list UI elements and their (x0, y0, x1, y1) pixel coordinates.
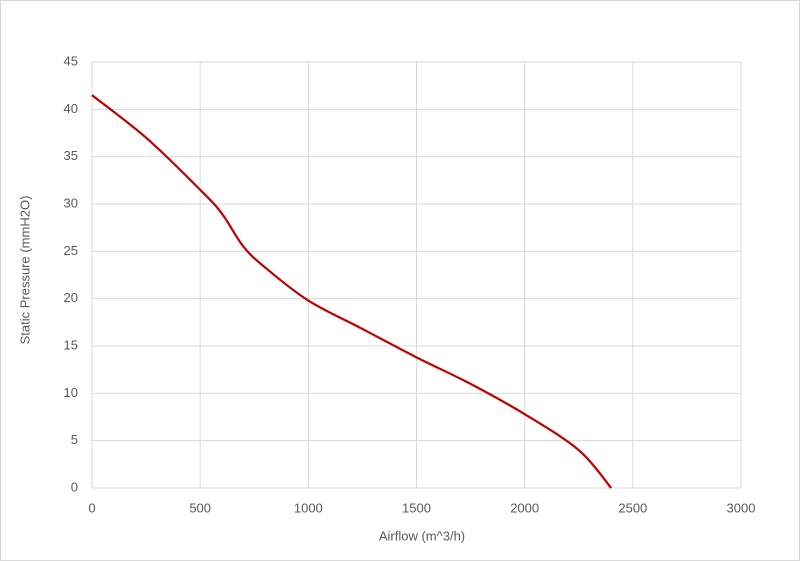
x-tick-label: 2500 (618, 500, 647, 515)
x-tick-label: 1000 (294, 500, 323, 515)
x-tick-label: 0 (88, 500, 95, 515)
x-tick-label: 3000 (727, 500, 756, 515)
y-axis-label: Static Pressure (mmH2O) (17, 196, 32, 345)
y-tick-label: 30 (64, 195, 78, 210)
y-tick-label: 20 (64, 290, 78, 305)
y-tick-label: 0 (71, 479, 78, 494)
y-tick-label: 25 (64, 243, 78, 258)
y-tick-label: 45 (64, 53, 78, 68)
y-tick-label: 10 (64, 385, 78, 400)
y-tick-label: 15 (64, 337, 78, 352)
line (91, 94, 613, 489)
y-tick-label: 5 (71, 432, 78, 447)
x-tick-label: 500 (189, 500, 211, 515)
y-tick-label: 35 (64, 148, 78, 163)
y-tick-label: 40 (64, 101, 78, 116)
x-tick-label: 2000 (510, 500, 539, 515)
x-tick-label: 1500 (402, 500, 431, 515)
x-axis-label: Airflow (m^3/h) (379, 528, 465, 543)
